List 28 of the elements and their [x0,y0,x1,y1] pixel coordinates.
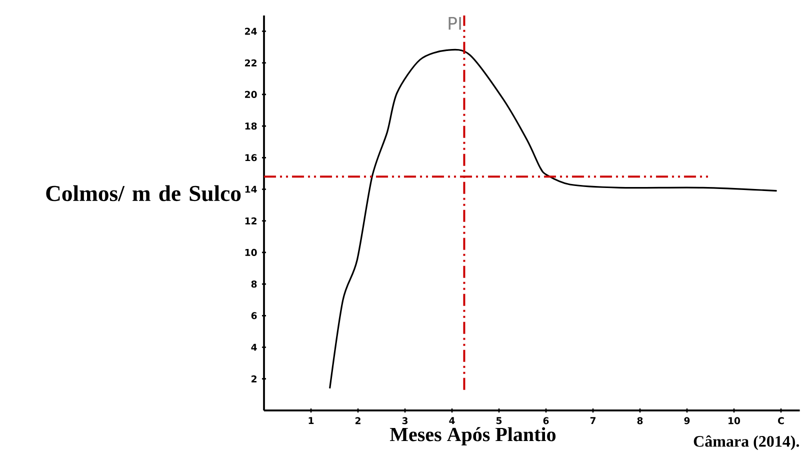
y-tick-label: 8 [251,280,257,288]
ref-line-label: PI [448,17,461,30]
y-axis-title: Colmos/ m de Sulco [46,185,241,202]
y-tick-label: 12 [245,217,256,224]
y-tick-label: 24 [245,28,257,35]
y-tick-label: 6 [251,312,257,320]
x-tick-label: C [778,417,784,424]
y-tick-label: 4 [251,344,257,351]
y-tick-label: 10 [245,248,257,256]
x-tick-label: 4 [449,417,455,424]
x-tick-label: 9 [684,417,690,424]
x-tick-label: 7 [590,417,596,424]
text: Câmara (2014). [694,435,800,450]
x-tick-label: 10 [728,417,740,424]
line-series [329,48,778,390]
x-tick-label: 5 [496,417,502,424]
y-tick-label: 22 [245,59,256,66]
y-tick-label: 2 [252,375,256,382]
x-tick-label: 6 [543,417,549,424]
x-axis-title: Meses Após Plantio [390,427,556,446]
y-tick-label: 14 [245,186,257,193]
y-tick-label: 16 [245,154,257,162]
y-tick-label: 20 [245,90,257,98]
x-tick-label: 3 [402,417,408,424]
y-tick-label: 18 [245,122,257,130]
x-tick-label: 2 [355,417,360,424]
x-tick-label: 1 [308,417,314,424]
x-tick-label: 8 [637,417,643,424]
